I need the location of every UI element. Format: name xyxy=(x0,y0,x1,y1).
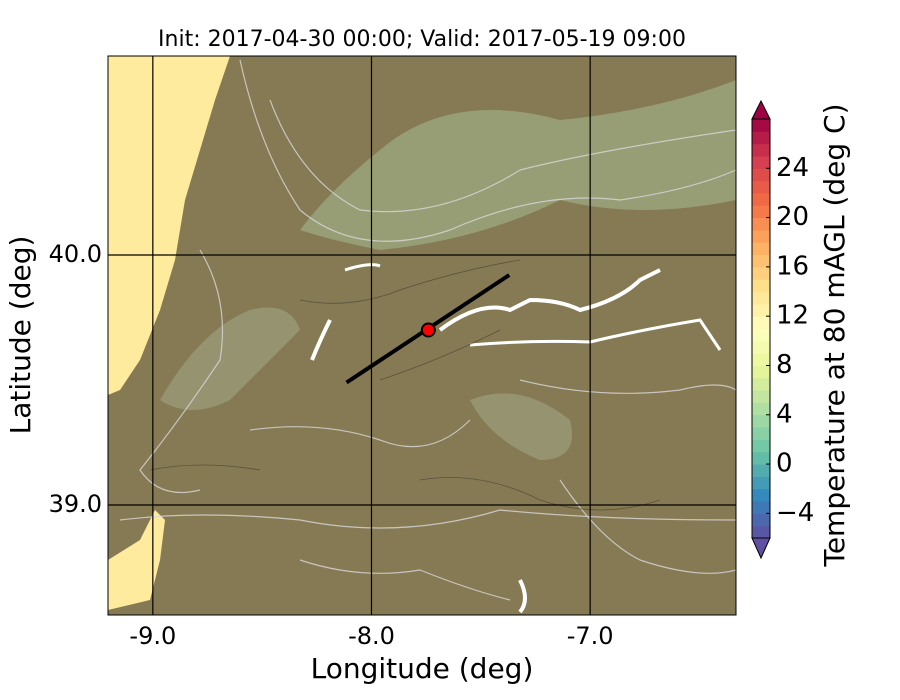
colorbar-band xyxy=(752,205,770,219)
ocean-area xyxy=(108,56,230,395)
contour xyxy=(379,329,501,381)
contour xyxy=(299,259,521,304)
colorbar-band xyxy=(752,180,770,194)
river xyxy=(438,268,661,332)
colorbar-band xyxy=(752,464,770,477)
colorbar-band xyxy=(752,303,770,317)
plot-frame xyxy=(107,55,737,616)
colorbar-extend-max xyxy=(751,99,771,120)
highland-area xyxy=(300,80,736,250)
x-tick-label: -7.0 xyxy=(567,622,614,650)
colorbar-band xyxy=(752,131,770,145)
river xyxy=(310,319,332,361)
y-tick-label: 39.0 xyxy=(49,490,102,518)
river xyxy=(518,579,527,614)
colorbar-band xyxy=(752,488,770,502)
highland-area xyxy=(470,393,572,460)
x-tick-label: -9.0 xyxy=(129,622,176,650)
colorbar-band xyxy=(752,279,770,293)
colorbar-band xyxy=(752,439,770,453)
colorbar-band xyxy=(752,155,770,169)
colorbar-band xyxy=(752,217,770,231)
colorbar-band xyxy=(752,414,770,428)
colorbar-band xyxy=(752,427,770,440)
river xyxy=(344,263,381,272)
contour xyxy=(269,99,736,213)
highland-area xyxy=(160,307,300,410)
y-axis-label: Latitude (deg) xyxy=(4,236,37,435)
colorbar-band xyxy=(752,254,770,268)
colorbar-band xyxy=(752,365,770,379)
colorbar-band xyxy=(752,525,770,539)
location-point xyxy=(420,322,436,338)
colorbar-band xyxy=(752,402,770,416)
ocean-area xyxy=(108,510,165,610)
colorbar-band xyxy=(752,229,770,243)
contours xyxy=(119,59,736,601)
colorbar-band xyxy=(752,390,770,403)
contour xyxy=(239,59,736,242)
colorbar-band xyxy=(752,168,770,182)
colorbar-tick-label: −4 xyxy=(776,498,814,528)
colorbar-band xyxy=(752,328,770,342)
colorbar-tick-label: 12 xyxy=(776,301,809,331)
colorbar-tick-label: 8 xyxy=(776,350,793,380)
contour xyxy=(119,509,736,529)
x-axis-label: Longitude (deg) xyxy=(311,652,534,685)
contour xyxy=(519,379,736,394)
colorbar-band xyxy=(752,476,770,490)
colorbar-label: Temperature at 80 mAGL (deg C) xyxy=(818,103,851,567)
contour xyxy=(559,479,736,574)
x-tick-label: -8.0 xyxy=(348,622,395,650)
colorbar-band xyxy=(752,353,770,366)
colorbar-band xyxy=(752,266,770,280)
contours-dark xyxy=(149,259,661,511)
colorbar-tick-label: 0 xyxy=(776,449,793,479)
colorbar-band xyxy=(752,501,770,514)
colorbar-band xyxy=(752,377,770,391)
colorbar-band xyxy=(752,291,770,305)
colorbar-band xyxy=(752,242,770,256)
y-tick-label: 40.0 xyxy=(49,240,102,268)
contour xyxy=(299,559,511,601)
colorbar-band xyxy=(752,340,770,354)
contour xyxy=(139,249,224,494)
colorbar-band xyxy=(752,451,770,465)
colorbar-tick-label: 16 xyxy=(776,251,809,281)
colorbar-band xyxy=(752,192,770,206)
colorbar-band xyxy=(752,513,770,527)
colorbar-extend-min xyxy=(751,537,771,560)
contour xyxy=(419,477,661,511)
colorbar-band xyxy=(752,143,770,157)
colorbar-band xyxy=(752,316,770,329)
contour xyxy=(249,419,471,448)
colorbar-tick-label: 20 xyxy=(776,202,809,232)
chart-title: Init: 2017-04-30 00:00; Valid: 2017-05-1… xyxy=(158,27,686,52)
colorbar-band xyxy=(752,119,770,132)
contour xyxy=(149,464,261,471)
grid xyxy=(108,56,736,615)
colorbar-tick-label: 24 xyxy=(776,153,809,183)
map-background xyxy=(108,56,736,615)
colorbar-tick-label: 4 xyxy=(776,399,793,429)
colorbar-frame xyxy=(751,118,771,539)
